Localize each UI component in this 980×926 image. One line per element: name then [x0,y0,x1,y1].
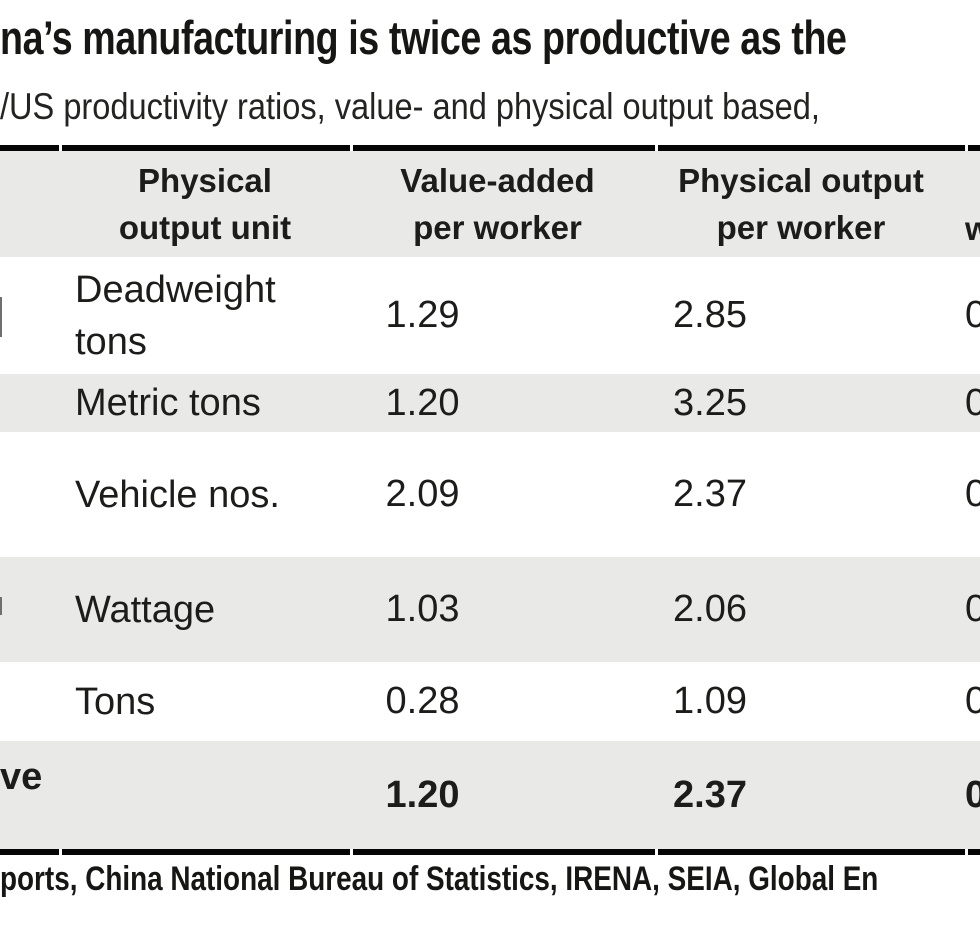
cut-value-fragment: 0 [965,473,980,515]
rule-notch [655,145,658,151]
table-row: Vehicle nos. 2.09 2.37 0 [0,432,980,557]
source-note-text: ports, China National Bureau of Statisti… [0,860,879,898]
source-note: ports, China National Bureau of Statisti… [0,860,980,899]
physical-output-cell: 2.06 [673,588,747,630]
value-added-cell: 0.28 [385,680,460,722]
cut-text-sliver [0,597,2,615]
col-header-cut-fragment: w [965,210,980,247]
table-row: Wattage 1.03 2.06 0 [0,557,980,662]
unit-cell: Deadweight tons [75,268,276,363]
value-added-cell: 1.29 [385,294,460,336]
physical-output-cell: 2.85 [673,294,747,336]
figure-title: na’s manufacturing is twice as productiv… [0,10,980,65]
rule-notch [655,849,658,855]
rule-notch [965,849,968,855]
cut-value-fragment: 0 [965,773,980,816]
cut-value-fragment: 0 [965,381,980,424]
cut-value-fragment: 0 [965,588,980,630]
rule-notch [350,849,353,855]
figure-subtitle-text: /US productivity ratios, value- and phys… [0,86,820,127]
cut-value-fragment: 0 [965,294,980,336]
physical-output-cell: 2.37 [673,773,747,816]
value-added-cell: 2.09 [385,473,460,515]
physical-output-cell: 3.25 [673,381,747,424]
unit-cell: Tons [75,680,156,723]
table-row: Deadweight tons 1.29 2.85 0 [0,257,980,374]
value-added-cell: 1.20 [385,773,460,816]
col-header-value-added: Value-added per worker [400,162,595,246]
figure-subtitle: /US productivity ratios, value- and phys… [0,86,980,128]
cut-text-sliver [0,297,2,337]
table-top-rule [0,145,980,151]
average-label-fragment: ve [0,756,43,798]
col-header-physical-unit: Physical output unit [118,162,292,246]
average-row: ve 1.20 2.37 0 [0,741,980,849]
col-header-physical-output: Physical output per worker [678,162,924,246]
table-bottom-rule [0,849,980,855]
rule-notch [59,849,62,855]
cut-value-fragment: 0 [965,680,980,722]
physical-output-cell: 2.37 [673,473,747,515]
value-added-cell: 1.03 [385,588,460,630]
header-row: Physical output unit Value-added per wor… [0,151,980,257]
rule-notch [350,145,353,151]
value-added-cell: 1.20 [385,381,460,424]
data-table: Physical output unit Value-added per wor… [0,145,980,855]
unit-cell: Wattage [75,588,216,631]
table-row: Tons 0.28 1.09 0 [0,662,980,741]
physical-output-cell: 1.09 [673,680,747,722]
figure-title-text: na’s manufacturing is twice as productiv… [0,11,847,64]
unit-cell: Metric tons [75,382,261,424]
table-row: Metric tons 1.20 3.25 0 [0,374,980,432]
rule-notch [965,145,968,151]
rule-notch [59,145,62,151]
unit-cell: Vehicle nos. [75,473,280,516]
